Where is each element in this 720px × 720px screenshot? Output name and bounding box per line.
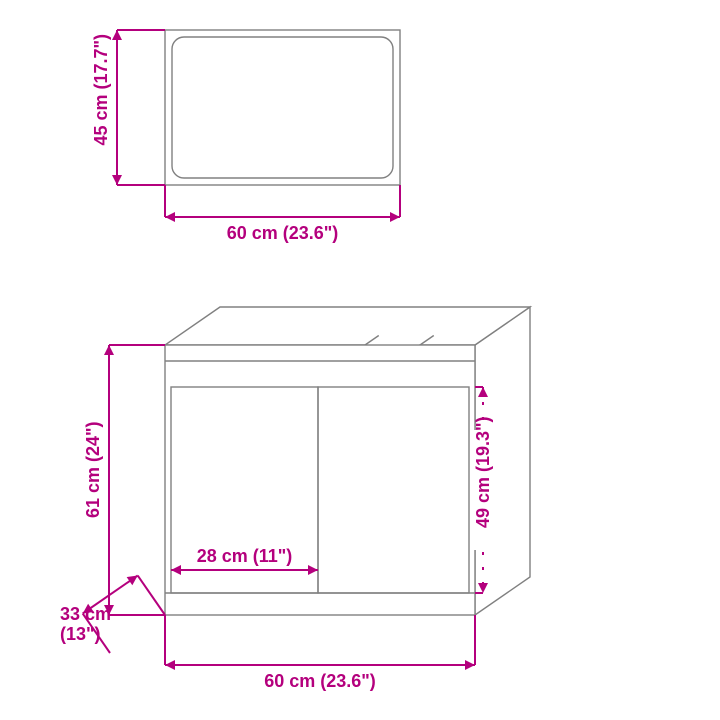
cabinet-height [109, 345, 165, 615]
mirror-width [165, 185, 400, 217]
cabinet-height-cm: 61 cm [83, 467, 103, 518]
mirror-width-lbl: 60 cm (23.6") [227, 223, 339, 243]
cabinet-depth-cm: 33 cm [60, 604, 111, 624]
cabinet-door-height-cm: 49 cm [473, 477, 493, 528]
cabinet-depth-in: (13") [60, 624, 101, 644]
mirror-height-in: (17.7") [91, 34, 111, 90]
cabinet-width-lbl: 60 cm (23.6") [264, 671, 376, 691]
mirror-height-cm: 45 cm [91, 94, 111, 145]
mirror [165, 30, 400, 185]
cabinet-width [165, 615, 475, 665]
cabinet-height-in: (24") [83, 421, 103, 462]
cabinet-door-width-lbl: 28 cm (11") [197, 546, 293, 566]
cabinet-door-height-in: (19.3") [473, 416, 493, 472]
mirror-height [117, 30, 165, 185]
